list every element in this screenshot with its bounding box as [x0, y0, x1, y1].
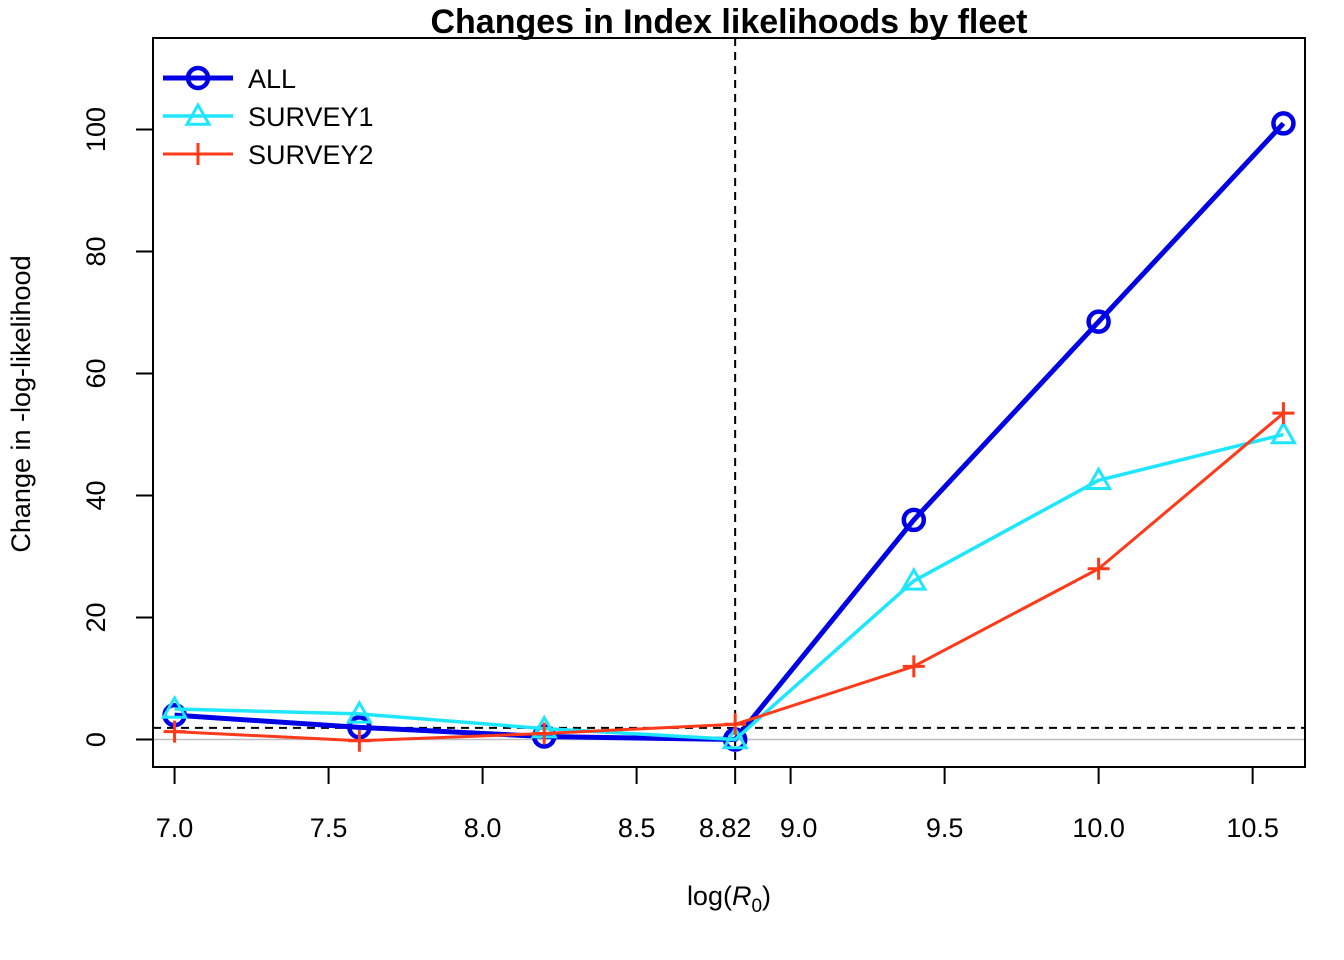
- y-tick-label: 80: [81, 236, 111, 266]
- legend-label: SURVEY1: [248, 102, 374, 132]
- data-point-all: [1086, 309, 1111, 334]
- x-axis-label-prefix: log(: [687, 881, 732, 911]
- data-point-survey2: [724, 713, 747, 736]
- x-axis-label-subscript: 0: [751, 896, 762, 917]
- legend-item-survey1: SURVEY1: [163, 101, 374, 132]
- x-tick-label: 8.82: [699, 813, 752, 843]
- data-point-survey2: [163, 720, 186, 743]
- x-axis-label: log(R0): [687, 881, 771, 917]
- data-point-survey1: [345, 699, 373, 724]
- x-tick-label: 7.0: [156, 813, 194, 843]
- series-all: [162, 111, 1296, 752]
- legend-marker: [184, 101, 212, 126]
- legend: ALL SURVEY1 SURVEY2: [163, 64, 374, 170]
- y-axis-label: Change in -log-likelihood: [6, 255, 36, 552]
- x-tick-label: 7.5: [310, 813, 348, 843]
- series-layer: [160, 111, 1298, 752]
- data-point-survey2: [1272, 402, 1295, 425]
- y-tick-label: 0: [81, 732, 111, 747]
- y-axis: 0 20 40 60 80 100: [81, 107, 153, 747]
- legend-item-survey2: SURVEY2: [163, 140, 374, 170]
- y-tick-label: 20: [81, 603, 111, 633]
- legend-label: SURVEY2: [248, 140, 374, 170]
- legend-marker: [187, 143, 209, 165]
- x-axis-label-symbol: R: [732, 881, 752, 911]
- data-point-survey2: [348, 729, 371, 752]
- x-axis: 7.0 7.5 8.0 8.5 8.82 9.0 9.5 10.0 10.5: [156, 767, 1279, 843]
- data-point-survey1: [160, 695, 189, 719]
- reference-lines-layer: [153, 38, 1305, 767]
- legend-label: ALL: [248, 64, 296, 94]
- series-survey1: [160, 420, 1298, 750]
- data-point-survey2: [1087, 557, 1110, 580]
- data-point-all: [1271, 111, 1296, 136]
- x-tick-label: 9.5: [926, 813, 964, 843]
- legend-item-all: ALL: [163, 64, 296, 94]
- data-point-survey2: [533, 722, 556, 745]
- series-line-survey1: [174, 432, 1284, 742]
- x-axis-label-suffix: ): [762, 881, 771, 911]
- data-point-survey1: [900, 566, 928, 591]
- y-tick-label: 60: [81, 358, 111, 388]
- x-tick-label: 8.0: [464, 813, 502, 843]
- plot-frame: [152, 37, 1306, 768]
- series-line-survey2: [174, 412, 1285, 743]
- y-tick-label: 100: [81, 107, 111, 152]
- x-tick-label: 8.5: [618, 813, 656, 843]
- x-tick-label: 10.5: [1226, 813, 1279, 843]
- series-line-all: [174, 121, 1286, 743]
- chart-title: Changes in Index likelihoods by fleet: [430, 3, 1027, 41]
- y-tick-label: 40: [81, 481, 111, 511]
- series-survey2: [163, 402, 1295, 752]
- data-point-all: [901, 507, 927, 533]
- data-point-survey1: [1085, 466, 1113, 491]
- legend-marker: [185, 65, 211, 91]
- x-tick-label: 9.0: [780, 813, 818, 843]
- data-point-survey2: [902, 655, 925, 678]
- x-tick-label: 10.0: [1072, 813, 1125, 843]
- data-point-survey1: [1269, 420, 1298, 445]
- data-point-survey1: [721, 725, 749, 750]
